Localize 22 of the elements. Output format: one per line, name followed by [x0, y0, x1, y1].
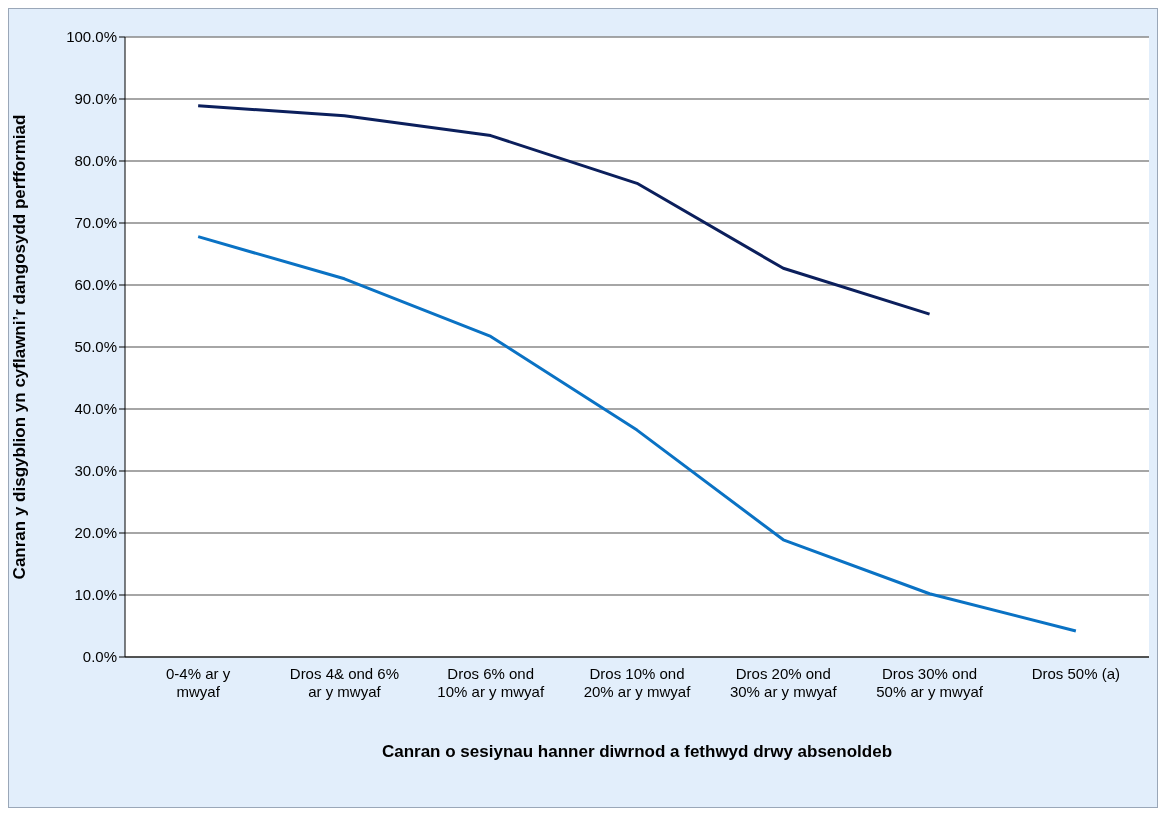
y-tick-label: 20.0% [74, 524, 117, 542]
x-tick-label: Dros 50% (a) [1031, 665, 1121, 682]
line-series [196, 104, 932, 316]
x-axis-title: Canran o sesiynau hanner diwrnod a fethwyd drwy absenoldeb [381, 742, 893, 761]
x-tick-label: Dros 6% ond 10% ar y mwyaf [437, 665, 545, 700]
y-tick-label: 50.0% [74, 338, 117, 356]
y-tick-label: 100.0% [66, 28, 117, 46]
x-tick-label: Dros 30% ond 50% ar y mwyaf [876, 665, 984, 700]
x-tick-label: Dros 4& ond 6% ar y mwyaf [289, 665, 400, 700]
y-tick-label: 0.0% [82, 648, 117, 666]
line-series [196, 235, 1078, 633]
y-tick-label: 40.0% [74, 400, 117, 418]
y-tick-label: 80.0% [74, 152, 117, 170]
x-tick-label: Dros 10% ond 20% ar y mwyaf [583, 665, 692, 700]
y-tick-label: 60.0% [74, 276, 117, 294]
y-tick-label: 70.0% [74, 214, 117, 232]
y-axis-title: Canran y disgyblion yn cyflawni’r dangosydd perfformiad [10, 114, 30, 580]
y-tick-label: 30.0% [74, 462, 117, 480]
y-tick-label: 90.0% [74, 90, 117, 108]
x-tick-label: Dros 20% ond 30% ar y mwyaf [729, 665, 838, 700]
x-tick-label: 0-4% ar y mwyaf [166, 665, 231, 700]
y-tick-label: 10.0% [74, 586, 117, 604]
